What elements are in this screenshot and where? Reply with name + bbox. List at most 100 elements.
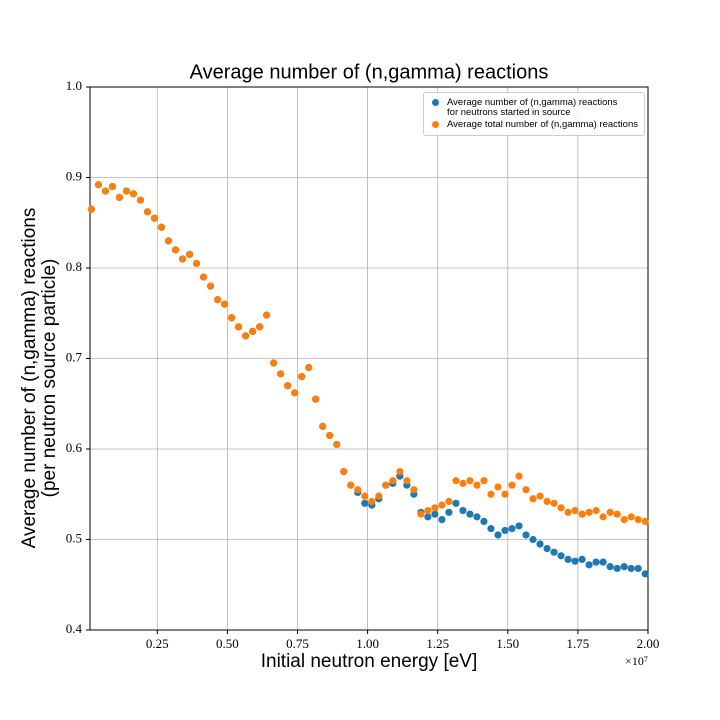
point [501,526,509,535]
point [508,525,516,533]
point [150,214,159,222]
point [396,468,404,476]
point [487,490,495,498]
point [417,510,425,518]
point [508,481,516,489]
point [270,359,278,367]
point [382,481,390,489]
point [438,515,446,524]
point [564,555,572,564]
point [634,564,642,573]
point [536,492,544,500]
x-tick-label: 1.50 [496,636,519,651]
point [389,477,397,485]
point [410,486,418,494]
point [228,314,236,322]
point [312,395,320,403]
point [256,323,264,331]
y-tick-label: 0.7 [66,349,83,364]
point [129,190,138,198]
point [143,208,152,216]
point [333,440,341,449]
point [298,373,306,381]
point [347,481,355,489]
point [529,495,537,503]
y-tick-label: 0.9 [66,168,82,183]
y-tick-label: 0.6 [66,440,83,455]
point [494,531,502,539]
x-tick-label: 1.75 [567,636,590,651]
x-tick-label: 1.25 [426,636,449,651]
point [185,250,194,259]
point [620,515,628,524]
point [564,508,572,516]
point [235,323,243,331]
x-axis-label: Initial neutron energy [eV] [261,651,478,672]
point [424,513,432,521]
point [550,548,558,556]
y-tick-label: 0.5 [66,530,82,545]
point [206,282,215,290]
point [599,513,607,521]
point [592,558,600,566]
point [473,513,481,521]
point [613,510,621,518]
point [431,504,439,512]
point [157,223,166,231]
point [452,477,460,485]
point [613,564,621,573]
point [326,431,334,440]
point [466,510,474,518]
y-axis-label: Average number of (n,gamma) reactions (p… [19,207,60,549]
point [284,382,292,390]
point [522,531,530,539]
point [557,552,565,560]
point [171,246,180,254]
point [452,499,460,507]
point [438,501,446,509]
point [459,479,467,487]
chart-title: Average number of (n,gamma) reactions [190,61,549,83]
point [606,508,614,516]
point [249,327,257,335]
point [340,468,348,476]
point [557,504,565,512]
point [543,497,551,506]
point [480,517,488,526]
point [466,477,474,485]
point [620,563,628,571]
point [634,515,642,524]
x-tick-label: 0.75 [286,636,309,651]
point [501,490,509,498]
point [122,187,131,195]
point [291,389,299,397]
x-tick-label: 1.00 [356,636,379,651]
point [487,525,495,533]
point [641,517,649,526]
point [94,181,103,189]
point [445,508,453,516]
point [375,492,383,500]
point [403,477,411,485]
x-tick-label: 0.25 [146,636,169,651]
point [536,540,544,548]
point [108,182,117,191]
point [571,506,579,515]
point [136,196,145,204]
point [361,499,369,507]
point [480,477,488,485]
point [101,187,110,195]
y-tick-label: 1.0 [66,78,82,93]
legend-marker [432,121,440,128]
point [627,564,635,573]
point [424,506,432,515]
point [164,237,173,245]
plot-frame [89,86,649,631]
point [192,259,201,268]
point [431,510,439,518]
point [543,544,551,553]
y-tick-label: 0.4 [66,621,83,636]
point [592,506,600,515]
